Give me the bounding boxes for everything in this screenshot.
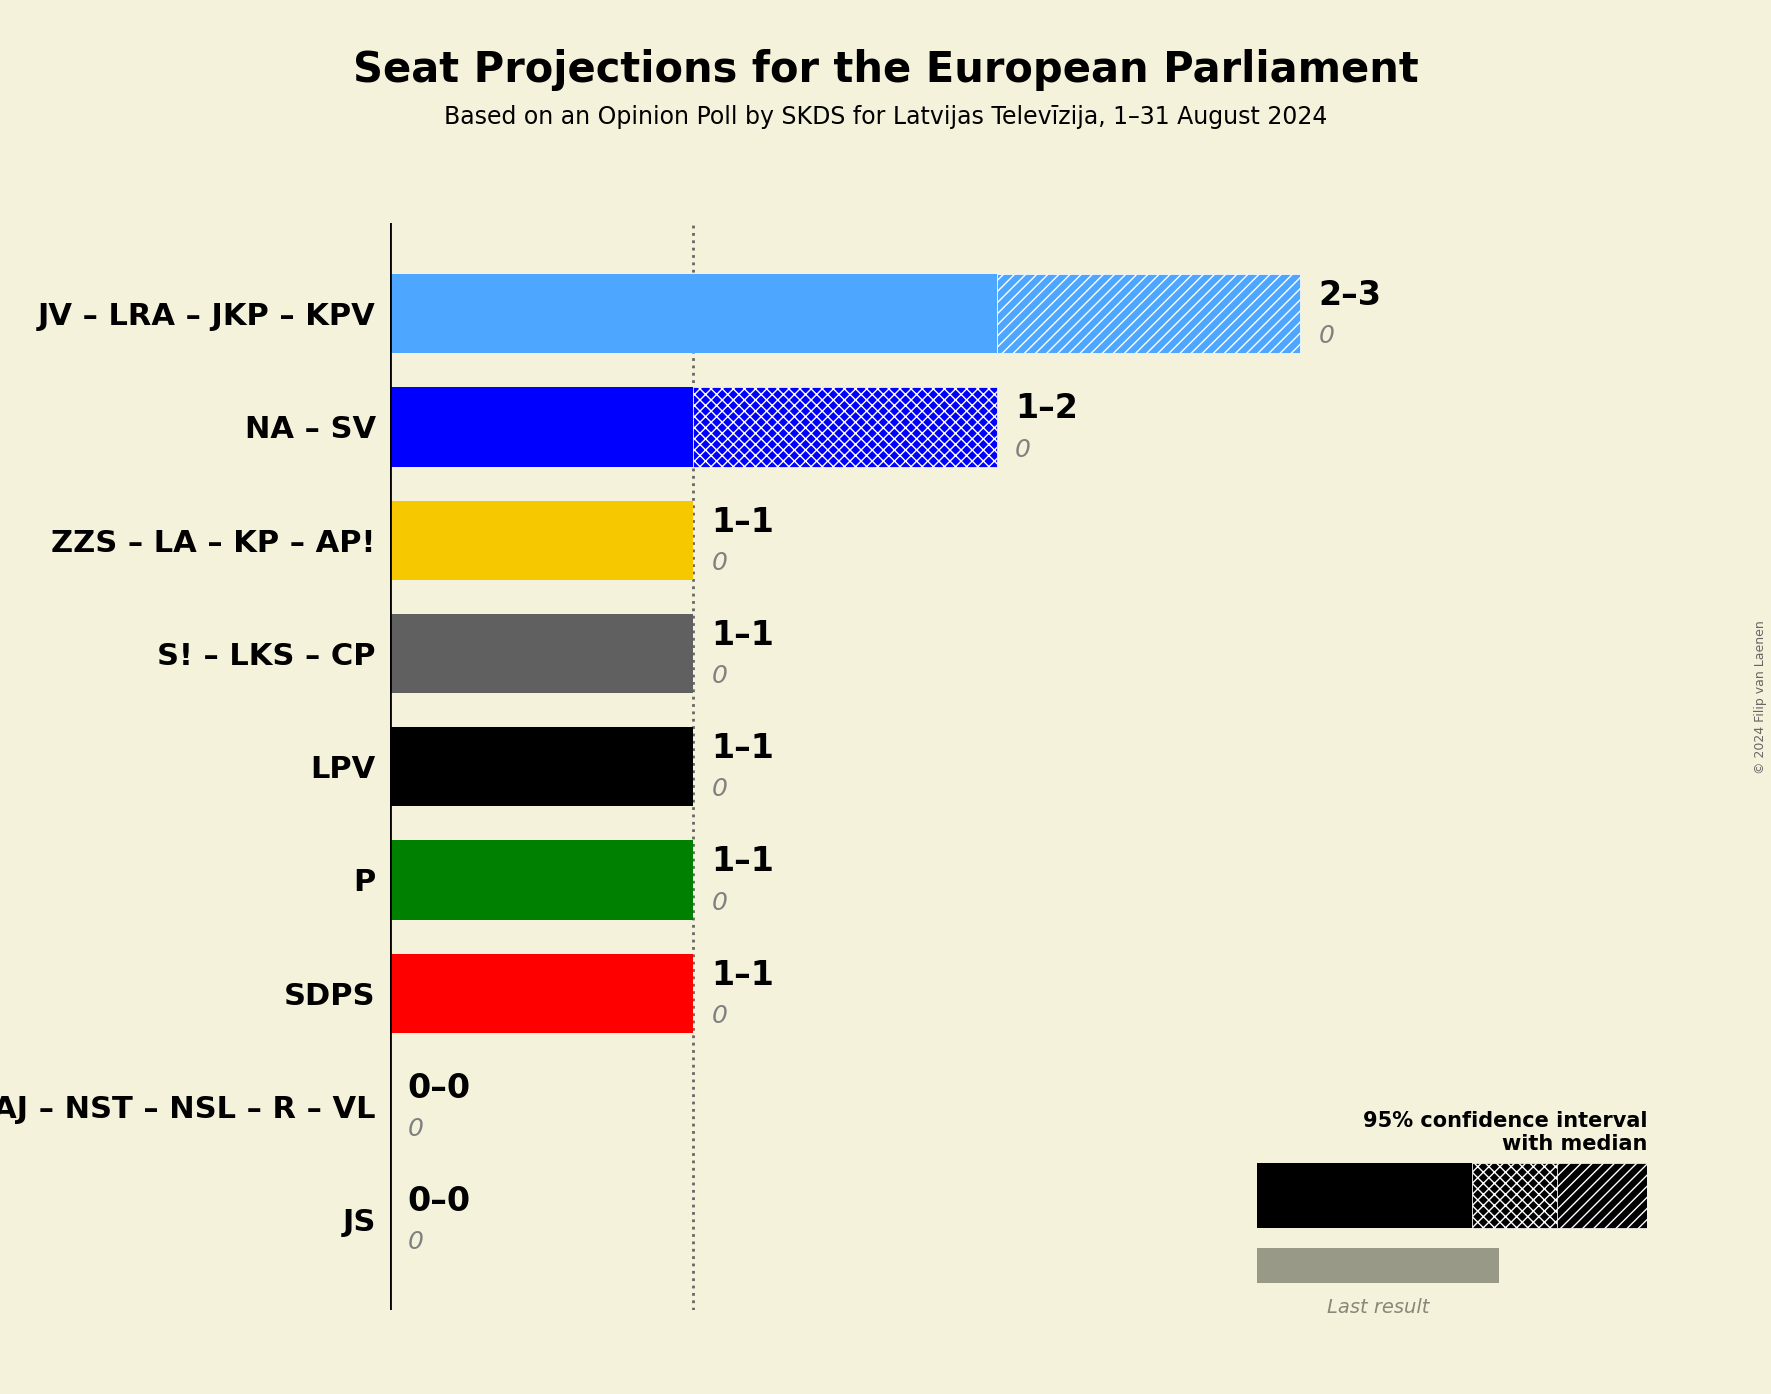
Text: 0: 0 <box>712 778 728 802</box>
Bar <box>390 388 692 467</box>
Bar <box>1257 1248 1498 1284</box>
Text: Based on an Opinion Poll by SKDS for Latvijas Televīzija, 1–31 August 2024: Based on an Opinion Poll by SKDS for Lat… <box>445 105 1326 128</box>
Bar <box>390 728 692 806</box>
Bar <box>390 953 692 1033</box>
Text: 2–3: 2–3 <box>1319 279 1381 312</box>
Text: 95% confidence interval
with median: 95% confidence interval with median <box>1362 1111 1647 1154</box>
Text: 0: 0 <box>407 1231 423 1255</box>
Text: 1–2: 1–2 <box>1015 392 1079 425</box>
Bar <box>390 841 692 920</box>
Bar <box>390 275 997 353</box>
Text: 1–1: 1–1 <box>712 732 774 765</box>
Text: 1–1: 1–1 <box>712 506 774 538</box>
Bar <box>692 388 997 467</box>
Text: 0: 0 <box>712 891 728 914</box>
Text: © 2024 Filip van Laenen: © 2024 Filip van Laenen <box>1755 620 1767 774</box>
Text: 0–0: 0–0 <box>407 1185 471 1218</box>
Bar <box>390 613 692 693</box>
Text: 0: 0 <box>407 1117 423 1142</box>
Text: Seat Projections for the European Parliament: Seat Projections for the European Parlia… <box>352 49 1419 91</box>
Text: 0: 0 <box>1015 438 1031 461</box>
Text: 0–0: 0–0 <box>407 1072 471 1105</box>
Text: 1–1: 1–1 <box>712 845 774 878</box>
Bar <box>1257 1163 1472 1228</box>
Bar <box>1557 1163 1647 1228</box>
Text: Last result: Last result <box>1326 1298 1429 1317</box>
Bar <box>997 275 1300 353</box>
Text: 0: 0 <box>712 664 728 689</box>
Bar <box>1472 1163 1557 1228</box>
Text: 0: 0 <box>712 1004 728 1027</box>
Bar <box>390 500 692 580</box>
Text: 0: 0 <box>712 551 728 574</box>
Text: 1–1: 1–1 <box>712 619 774 652</box>
Text: 1–1: 1–1 <box>712 959 774 991</box>
Text: 0: 0 <box>1319 325 1335 348</box>
